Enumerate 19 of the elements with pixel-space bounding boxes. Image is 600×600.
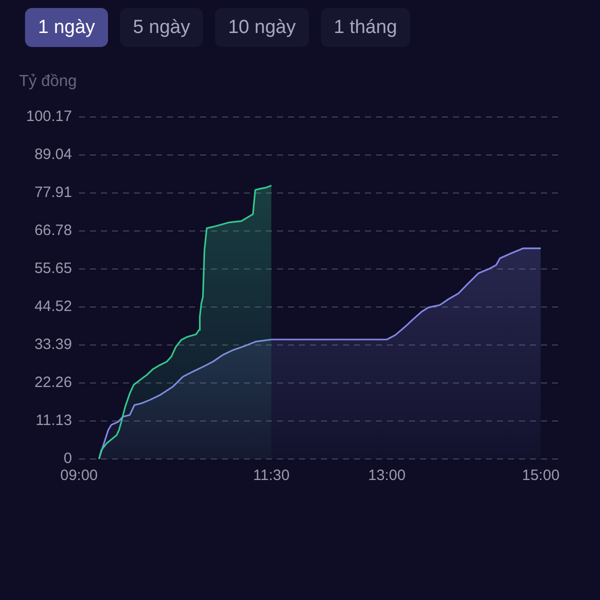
y-axis-title: Tỷ đồng (19, 73, 77, 91)
text: 5 ngày (133, 16, 190, 38)
y-tick-label: 22.26 (34, 374, 72, 392)
text: 10 ngày (228, 16, 296, 38)
text: 1 tháng (334, 16, 398, 38)
x-tick-label: 11:30 (253, 467, 290, 484)
x-tick-label: 13:00 (368, 467, 406, 484)
y-tick-label: 89.04 (34, 146, 72, 164)
x-tick-label: 09:00 (60, 467, 98, 484)
y-tick-label: 100.17 (26, 108, 72, 126)
y-tick-label: 77.91 (34, 184, 72, 202)
x-tick-label: 15:00 (522, 467, 560, 484)
y-tick-label: 33.39 (34, 336, 72, 354)
y-tick-label: 66.78 (34, 222, 72, 240)
y-tick-label: 0 (64, 450, 72, 468)
y-tick-label: 44.52 (34, 298, 72, 316)
y-tick-label: 55.65 (34, 260, 72, 278)
y-tick-label: 11.13 (36, 412, 72, 430)
text: 1 ngày (38, 16, 96, 38)
